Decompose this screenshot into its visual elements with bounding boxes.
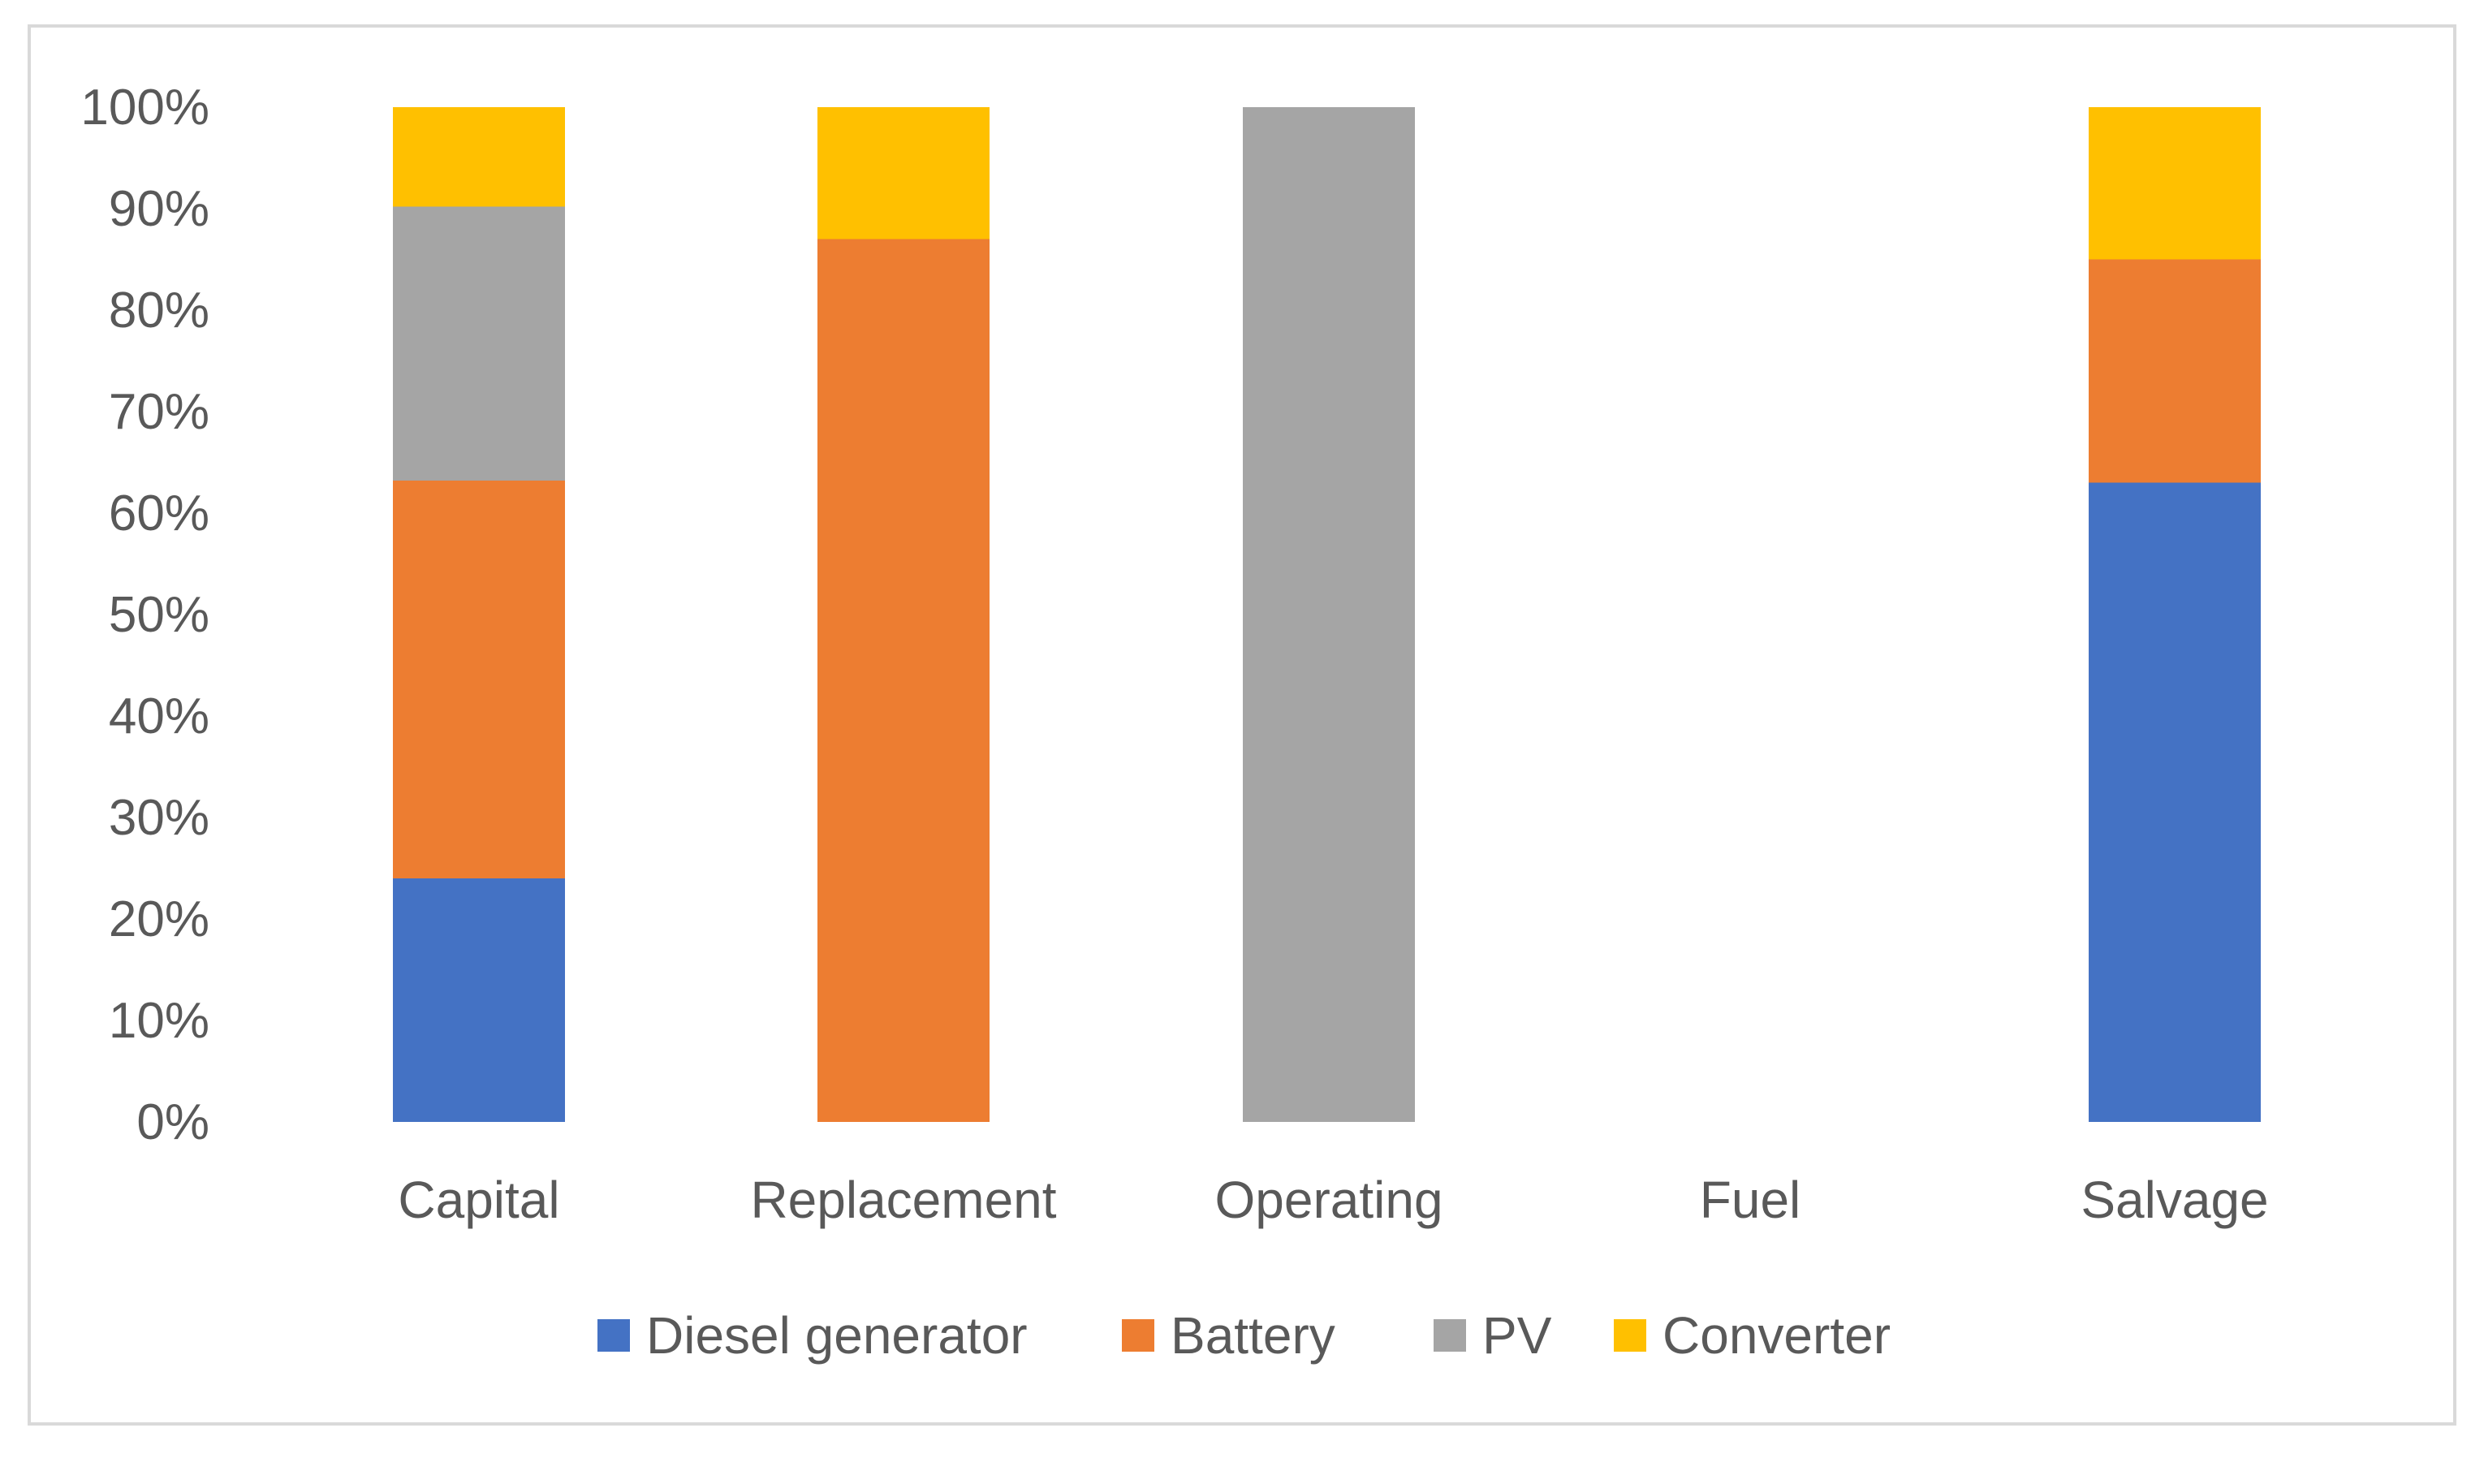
bar-segment-capital-diesel-generator [393, 878, 565, 1122]
y-tick-label: 30% [109, 790, 209, 846]
y-tick-label: 60% [109, 485, 209, 541]
legend-label: Diesel generator [646, 1306, 1028, 1365]
bars [393, 107, 2261, 1122]
x-category-label: Capital [398, 1171, 559, 1229]
y-tick-label: 10% [109, 993, 209, 1049]
chart-svg: 0% 10% 20% 30% 40% 50% 60% 70% 80% 90% 100% Capita… [80, 80, 2268, 1365]
bar-segment-salvage-diesel-generator [2089, 482, 2261, 1122]
y-tick-label: 100% [80, 80, 209, 136]
bar-segment-replacement-converter [817, 107, 990, 239]
y-axis-ticks: 0% 10% 20% 30% 40% 50% 60% 70% 80% 90% 100% [80, 80, 209, 1150]
y-tick-label: 50% [109, 587, 209, 643]
y-tick-label: 20% [109, 891, 209, 947]
legend: Diesel generator Battery PV Converter [597, 1306, 1891, 1365]
legend-label: Converter [1662, 1306, 1891, 1365]
bar-segment-replacement-battery [817, 239, 990, 1122]
x-axis-categories: Capital Replacement Operating Fuel Salvage [398, 1171, 2268, 1229]
legend-label: Battery [1171, 1306, 1335, 1365]
bar-segment-salvage-converter [2089, 107, 2261, 260]
legend-label: PV [1482, 1306, 1552, 1365]
y-tick-label: 40% [109, 688, 209, 744]
x-category-label: Salvage [2081, 1171, 2268, 1229]
chart-frame: 0% 10% 20% 30% 40% 50% 60% 70% 80% 90% 100% Capita… [28, 24, 2456, 1426]
y-tick-label: 0% [136, 1094, 209, 1150]
bar-segment-capital-converter [393, 107, 565, 207]
y-tick-label: 70% [109, 384, 209, 440]
y-tick-label: 90% [109, 181, 209, 237]
y-tick-label: 80% [109, 283, 209, 339]
bar-segment-salvage-battery [2089, 259, 2261, 483]
x-category-label: Operating [1214, 1171, 1443, 1229]
legend-swatch-diesel-generator [597, 1319, 630, 1352]
legend-swatch-pv [1434, 1319, 1466, 1352]
x-category-label: Fuel [1700, 1171, 1801, 1229]
legend-swatch-converter [1614, 1319, 1646, 1352]
bar-segment-capital-pv [393, 206, 565, 481]
bar-segment-capital-battery [393, 481, 565, 878]
x-category-label: Replacement [750, 1171, 1056, 1229]
legend-swatch-battery [1122, 1319, 1154, 1352]
bar-segment-operating-pv [1243, 107, 1415, 1122]
